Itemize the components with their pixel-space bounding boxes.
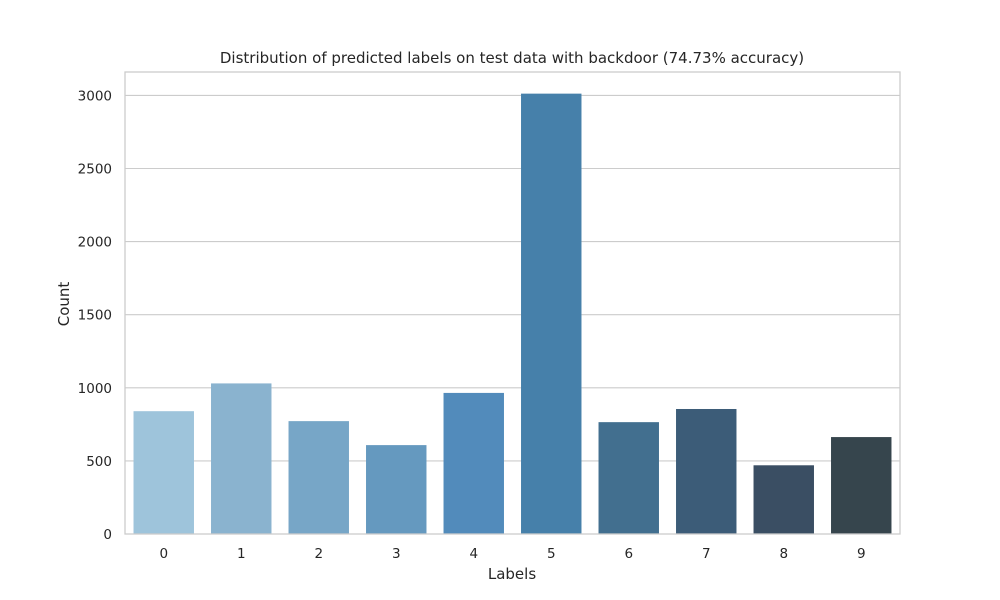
bars — [133, 93, 892, 535]
x-tick-label: 1 — [237, 546, 246, 562]
x-tick-label: 0 — [159, 546, 168, 562]
bar-6 — [598, 422, 659, 534]
y-tick-label: 1000 — [78, 381, 112, 397]
y-tick-label: 0 — [103, 527, 112, 543]
x-tick-label: 5 — [547, 546, 556, 562]
y-tick-label: 3000 — [78, 88, 112, 104]
chart-title: Distribution of predicted labels on test… — [220, 49, 804, 67]
y-axis-label: Count — [55, 282, 73, 327]
bar-0 — [133, 411, 194, 534]
y-tick-label: 2500 — [78, 161, 112, 177]
y-tick-label: 2000 — [78, 235, 112, 251]
bar-5 — [521, 93, 582, 535]
x-tick-label: 6 — [624, 546, 633, 562]
plot-frame — [124, 71, 901, 535]
x-tick-label: 4 — [469, 546, 478, 562]
bar-9 — [831, 437, 892, 534]
y-tick-labels: 0 500 1000 1500 2000 2500 3000 — [78, 88, 112, 543]
y-tick-label: 1500 — [78, 308, 112, 324]
bar-4 — [443, 392, 504, 534]
bar-7 — [676, 408, 737, 534]
x-tick-label: 3 — [392, 546, 401, 562]
bar-8 — [753, 465, 814, 534]
x-tick-label: 9 — [857, 546, 866, 562]
bar-2 — [288, 421, 349, 534]
x-tick-label: 7 — [702, 546, 711, 562]
x-tick-labels: 0 1 2 3 4 5 6 7 8 9 — [159, 546, 865, 562]
x-axis-label: Labels — [488, 565, 536, 583]
x-tick-label: 2 — [314, 546, 323, 562]
y-tick-label: 500 — [86, 454, 112, 470]
bar-3 — [366, 445, 427, 534]
bar-1 — [211, 383, 272, 534]
x-tick-label: 8 — [779, 546, 788, 562]
